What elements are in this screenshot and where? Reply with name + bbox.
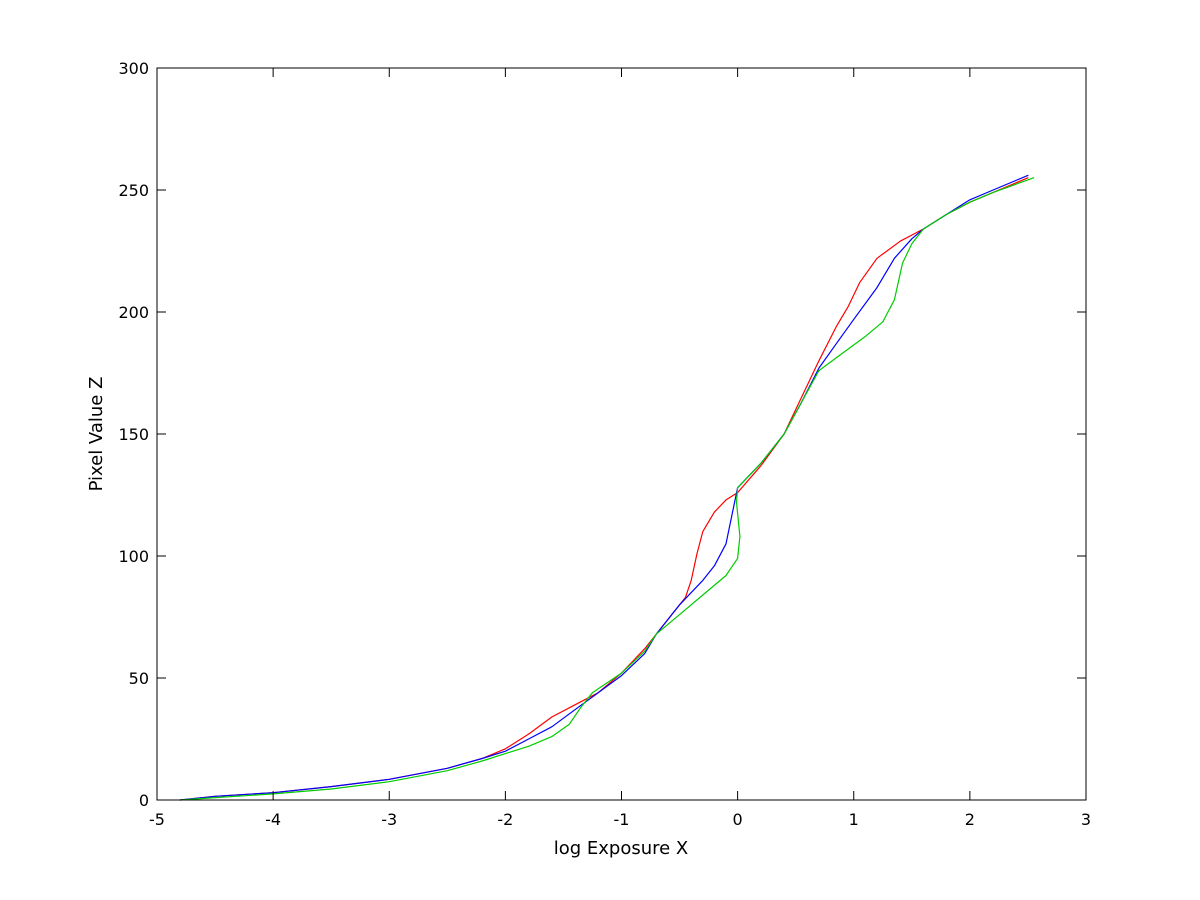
y-tick-label: 0 (139, 791, 149, 810)
y-tick-label: 100 (118, 547, 149, 566)
y-tick-label: 50 (129, 669, 149, 688)
y-tick-label: 300 (118, 59, 149, 78)
x-tick-label: 3 (1081, 810, 1091, 829)
y-axis-label: Pixel Value Z (86, 377, 107, 492)
y-tick-label: 250 (118, 181, 149, 200)
series-layer (179, 174, 1035, 801)
x-tick-label: -2 (497, 810, 513, 829)
x-tick-label: 2 (965, 810, 975, 829)
y-tick-label: 200 (118, 303, 149, 322)
tick-layer: -5 -4 -3 -2 -1 0 1 2 3 0 50 100 150 200 250 300 (118, 59, 1091, 829)
x-tick-label: 0 (733, 810, 743, 829)
x-axis-label: log Exposure X (554, 838, 689, 859)
y-tick-label: 150 (118, 425, 149, 444)
x-tick-label: -1 (614, 810, 630, 829)
x-tick-label: -3 (381, 810, 397, 829)
series-line-2 (179, 174, 1029, 801)
series-line-3 (179, 177, 1035, 801)
x-tick-label: 1 (849, 810, 859, 829)
x-tick-label: -4 (265, 810, 281, 829)
x-tick-label: -5 (149, 810, 165, 829)
